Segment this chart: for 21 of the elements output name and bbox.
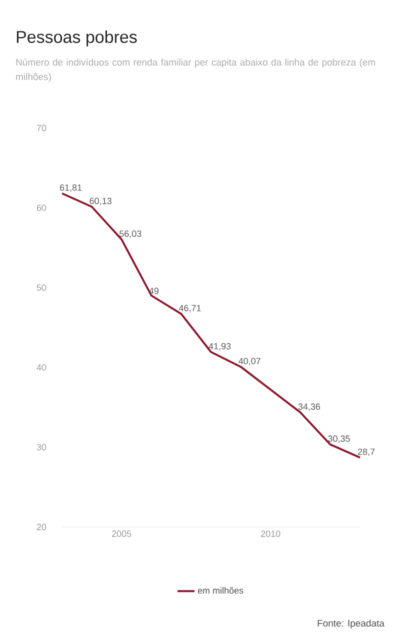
data-label: 41,93: [208, 343, 231, 350]
y-tick-label: 40: [36, 364, 46, 371]
data-label: 46,71: [178, 304, 201, 312]
y-tick-label: 50: [36, 284, 46, 291]
y-tick-label: 60: [36, 204, 46, 211]
y-tick-label: 30: [36, 444, 46, 450]
chart-title: Pessoas pobres: [16, 30, 137, 46]
x-tick-label: 2005: [112, 530, 132, 537]
data-label: 60,13: [90, 198, 112, 206]
legend-label: em milhões: [198, 587, 244, 594]
data-label: 61,81: [60, 184, 82, 192]
x-tick-label: 2010: [261, 530, 280, 537]
chart-subtitle: Número de indivíduos com renda familiar per capita abaixo da linha de pobreza (em milhões): [16, 58, 375, 82]
source-note: Fonte: Ipeadata: [318, 620, 384, 628]
data-label: 34,36: [298, 403, 320, 411]
y-tick-label: 20: [36, 524, 46, 530]
data-label: 28,7: [358, 448, 375, 456]
data-label: 40,07: [238, 358, 260, 366]
data-label: 56,03: [119, 230, 142, 238]
y-tick-label: 70: [36, 124, 46, 132]
data-label: 30,35: [328, 435, 350, 443]
